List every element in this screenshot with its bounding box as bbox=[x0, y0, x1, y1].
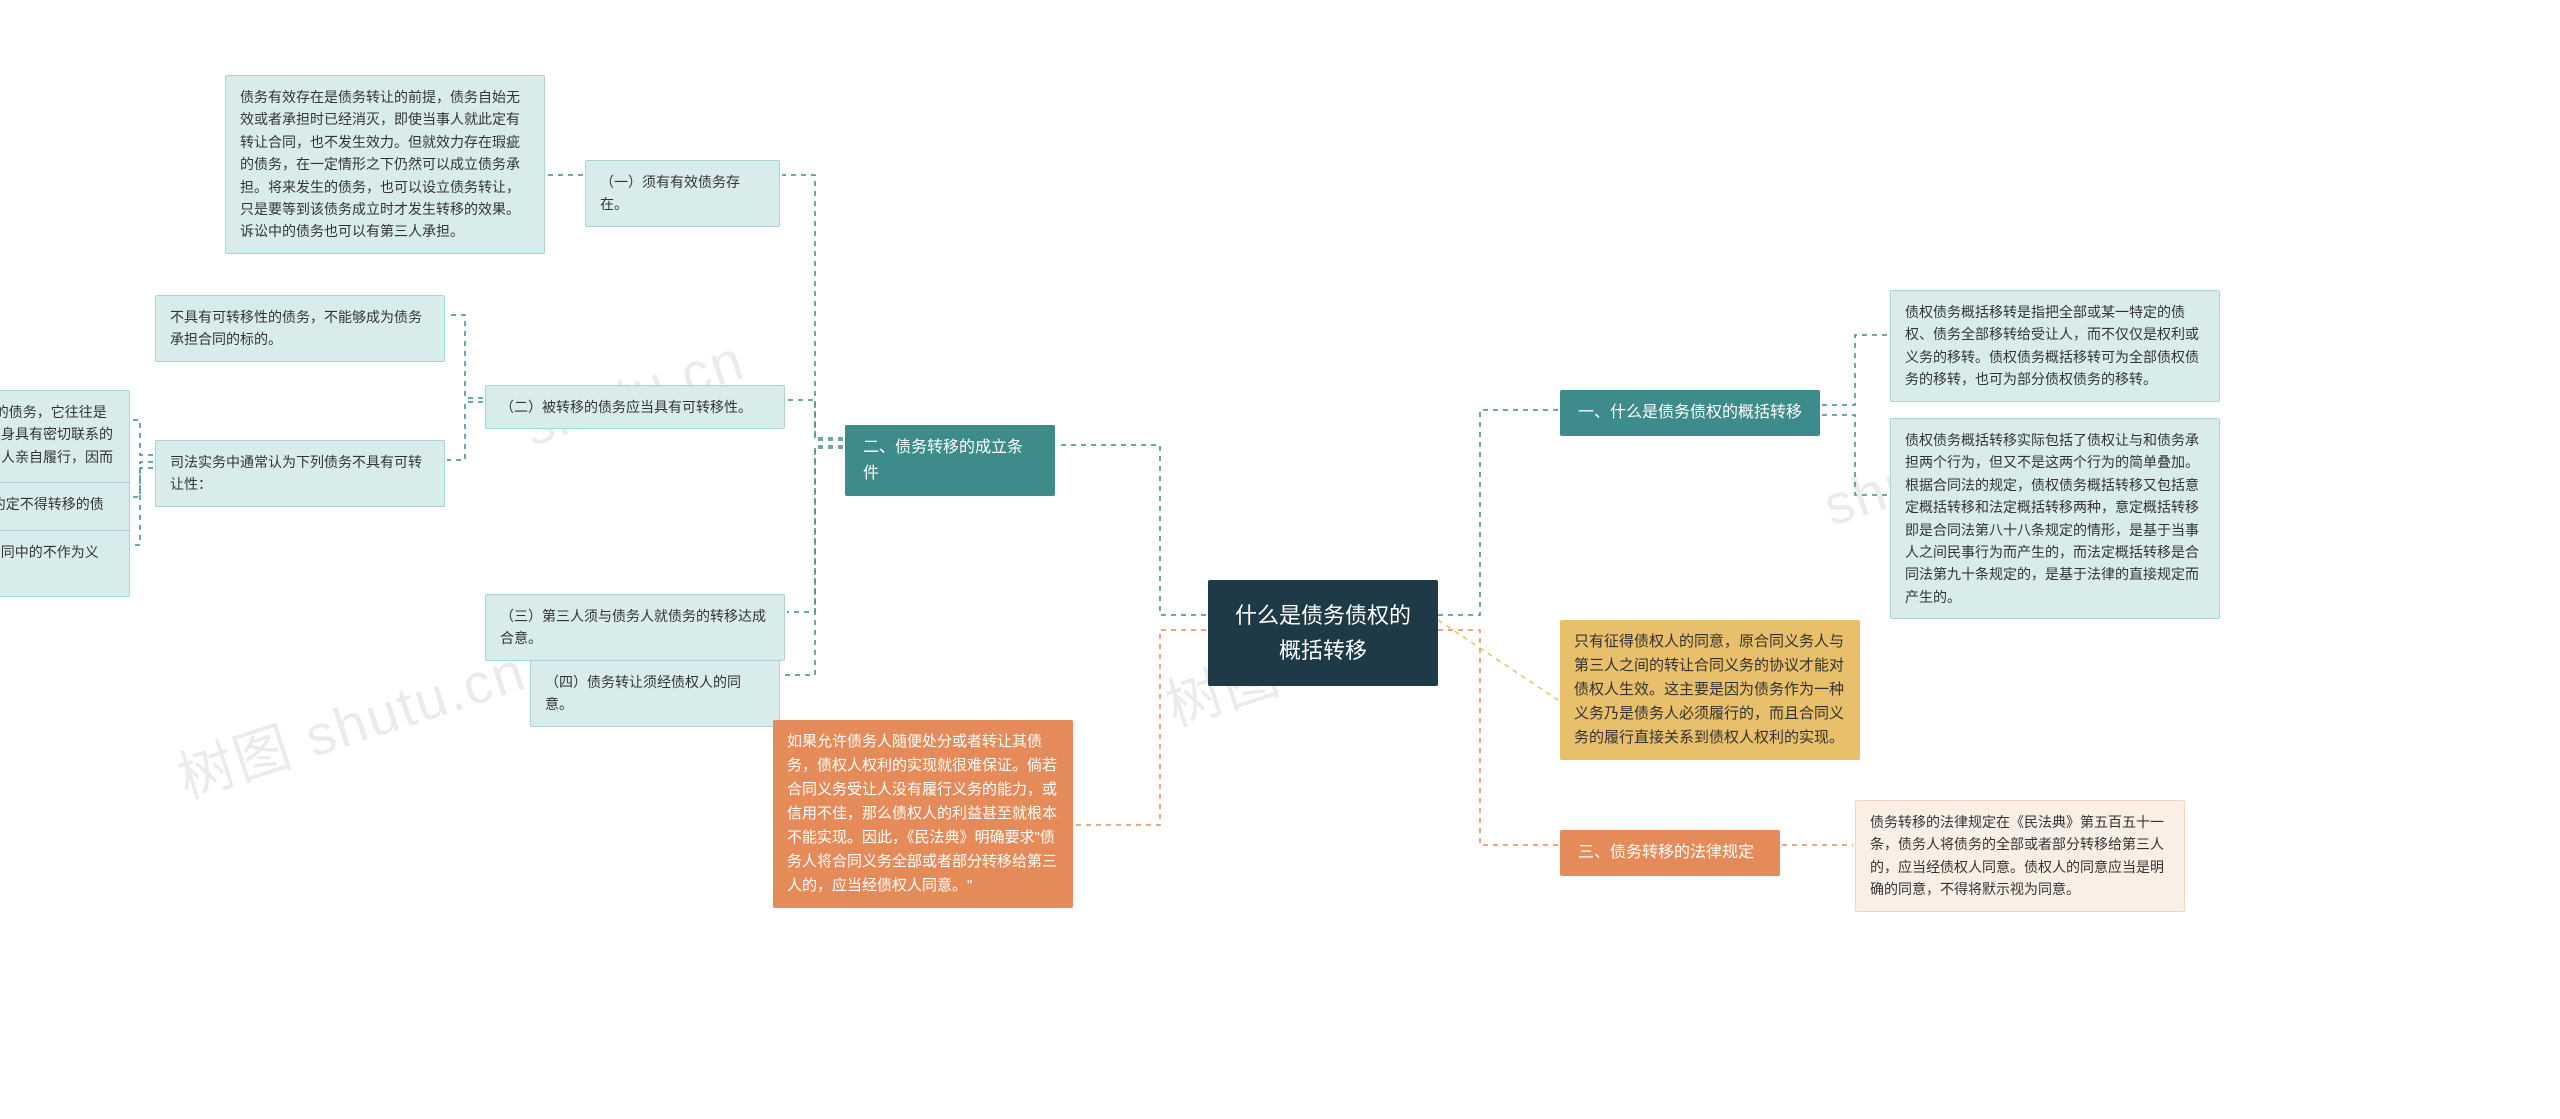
section2-item-3-label: （四）债务转让须经债权人的同意。 bbox=[530, 660, 780, 727]
section3-title: 三、债务转移的法律规定 bbox=[1560, 830, 1780, 876]
section2-item-1-child-2: 3、合同中的不作为义务。 bbox=[0, 530, 130, 597]
section2-item-2-label: （三）第三人须与债务人就债务的转移达成合意。 bbox=[485, 594, 785, 661]
section2-title: 二、债务转移的成立条件 bbox=[845, 425, 1055, 496]
section2-item-0-label: （一）须有有效债务存在。 bbox=[585, 160, 780, 227]
section2-item-1-detail-0: 不具有可转移性的债务，不能够成为债务承担合同的标的。 bbox=[155, 295, 445, 362]
watermark: 树图 shutu.cn bbox=[166, 626, 535, 815]
root-node: 什么是债务债权的概括转移 bbox=[1208, 580, 1438, 686]
orange-block-left: 如果允许债务人随便处分或者转让其债务，债权人权利的实现就很难保证。倘若合同义务受… bbox=[773, 720, 1073, 908]
section1-title: 一、什么是债务债权的概括转移 bbox=[1560, 390, 1820, 436]
yellow-block: 只有征得债权人的同意，原合同义务人与第三人之间的转让合同义务的协议才能对债权人生… bbox=[1560, 620, 1860, 760]
section2-item-1-label: （二）被转移的债务应当具有可转移性。 bbox=[485, 385, 785, 429]
section2-item-1-detail-1: 司法实务中通常认为下列债务不具有可转让性： bbox=[155, 440, 445, 507]
section1-leaf-1: 债权债务概括转移实际包括了债权让与和债务承担两个行为，但又不是这两个行为的简单叠… bbox=[1890, 418, 2220, 619]
section3-leaf: 债务转移的法律规定在《民法典》第五百五十一条，债务人将债务的全部或者部分转移给第… bbox=[1855, 800, 2185, 912]
section1-leaf-0: 债权债务概括移转是指把全部或某一特定的债权、债务全部移转给受让人，而不仅仅是权利… bbox=[1890, 290, 2220, 402]
section2-item-0-detail: 债务有效存在是债务转让的前提，债务自始无效或者承担时已经消灭，即使当事人就此定有… bbox=[225, 75, 545, 254]
